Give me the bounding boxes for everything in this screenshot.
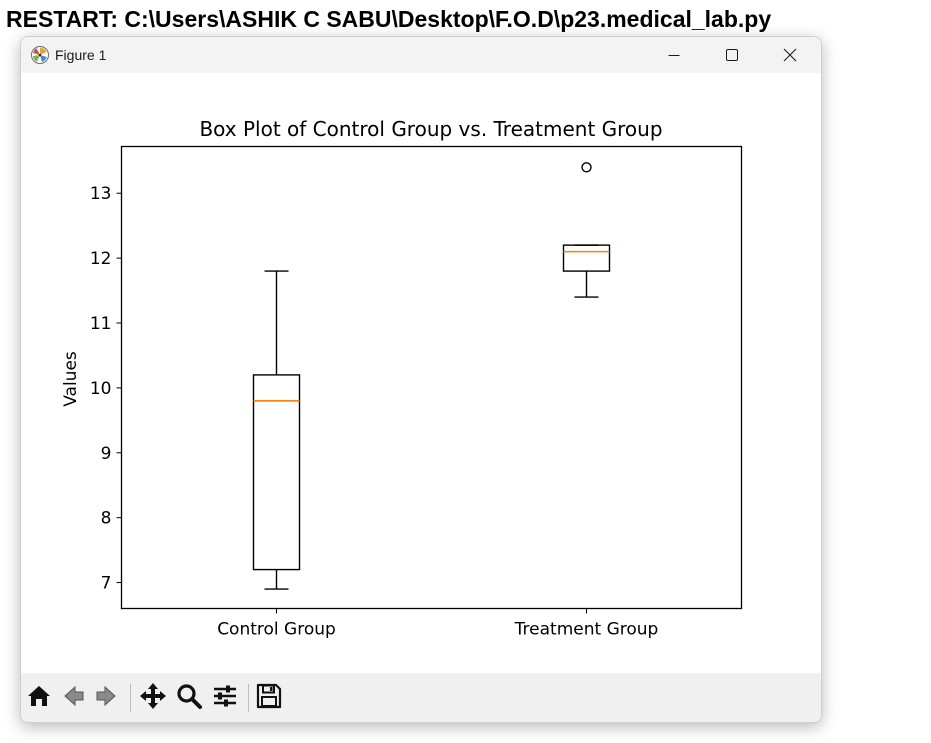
minimize-icon (668, 49, 680, 61)
y-tick-label: 12 (90, 249, 112, 269)
axes-frame (120, 145, 743, 610)
y-tick-label: 11 (90, 314, 112, 334)
save-button[interactable] (253, 681, 285, 715)
y-tick-label: 13 (90, 184, 112, 204)
pan-button[interactable] (137, 681, 169, 715)
zoom-button[interactable] (173, 681, 205, 715)
navigation-toolbar (21, 673, 821, 722)
home-button[interactable] (23, 681, 55, 715)
maximize-button[interactable] (703, 37, 761, 73)
home-icon (25, 682, 53, 715)
y-tick-label: 8 (101, 509, 112, 529)
y-axis-ticks: 7 8 9 10 11 12 13 (90, 184, 122, 594)
pan-move-icon (139, 682, 167, 715)
forward-arrow-icon (93, 682, 121, 715)
figure-window: Figure 1 Box Plot of Control Group vs. T… (20, 36, 822, 723)
close-button[interactable] (761, 37, 819, 73)
save-floppy-icon (255, 682, 283, 715)
y-tick-label: 7 (101, 574, 112, 594)
y-tick-label: 10 (90, 379, 112, 399)
window-title: Figure 1 (55, 47, 107, 63)
back-arrow-icon (59, 682, 87, 715)
zoom-magnifier-icon (175, 682, 203, 715)
figure-canvas[interactable]: Box Plot of Control Group vs. Treatment … (21, 73, 821, 673)
shell-restart-line: RESTART: C:\Users\ASHIK C SABU\Desktop\F… (6, 6, 772, 32)
title-bar[interactable]: Figure 1 (21, 37, 821, 73)
toolbar-separator (130, 684, 131, 712)
x-tick-label: Treatment Group (514, 620, 659, 640)
toolbar-separator (248, 684, 249, 712)
outlier-point (581, 162, 592, 173)
x-axis-ticks: Control Group Treatment Group (217, 608, 659, 640)
chart-title: Box Plot of Control Group vs. Treatment … (199, 117, 662, 141)
forward-button[interactable] (91, 681, 123, 715)
box-plot-chart: Box Plot of Control Group vs. Treatment … (61, 117, 743, 640)
close-icon (783, 48, 797, 62)
box-series (252, 162, 611, 590)
configure-subplots-button[interactable] (209, 681, 241, 715)
y-axis-label: Values (61, 351, 81, 407)
box-iqr (252, 374, 301, 571)
minimize-button[interactable] (645, 37, 703, 73)
y-tick-label: 9 (101, 444, 112, 464)
maximize-icon (726, 49, 738, 61)
x-tick-label: Control Group (217, 620, 336, 640)
configure-subplots-icon (211, 682, 239, 715)
box-iqr (562, 244, 611, 272)
matplotlib-figure-icon (30, 45, 50, 65)
back-button[interactable] (57, 681, 89, 715)
